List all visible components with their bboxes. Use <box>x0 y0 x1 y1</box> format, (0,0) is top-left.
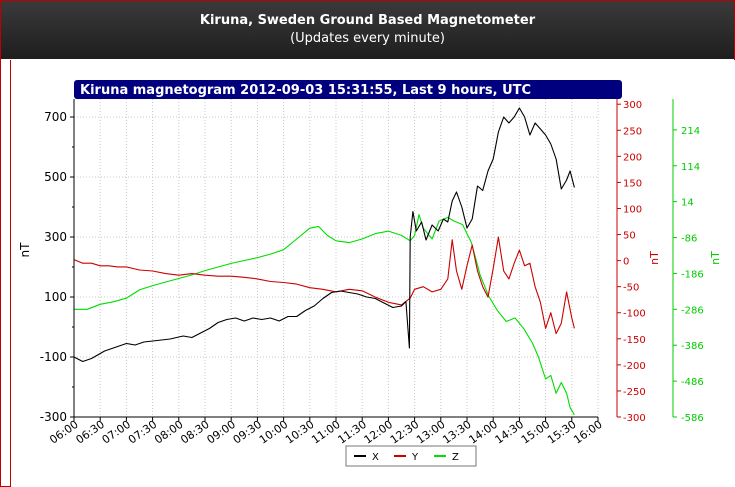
right2-axis-label: nT <box>709 251 722 265</box>
right2-tick-label: 14 <box>681 198 694 209</box>
x-tick-label: 11:00 <box>309 418 342 447</box>
left-tick-label: 700 <box>44 110 67 124</box>
page-subtitle: (Updates every minute) <box>290 31 445 46</box>
right1-tick-label: 150 <box>623 178 642 189</box>
x-tick-label: 14:00 <box>466 418 499 447</box>
left-tick-label: 300 <box>44 230 67 244</box>
x-tick-label: 13:00 <box>414 418 447 447</box>
x-tick-label: 10:30 <box>283 418 316 447</box>
x-tick-label: 07:00 <box>100 418 133 447</box>
x-tick-label: 08:00 <box>152 418 185 447</box>
left-tick-label: 100 <box>44 290 67 304</box>
right1-tick-label: -250 <box>623 387 646 398</box>
x-tick-label: 09:30 <box>231 418 264 447</box>
legend-label-x: X <box>372 452 379 463</box>
x-tick-label: 11:30 <box>335 418 368 447</box>
legend-box <box>345 445 477 467</box>
right1-tick-label: 0 <box>623 257 629 268</box>
x-tick-label: 09:00 <box>204 418 237 447</box>
right2-tick-label: -386 <box>681 341 704 352</box>
right1-tick-label: 200 <box>623 152 642 163</box>
x-tick-label: 15:00 <box>519 418 552 447</box>
right1-axis-label: nT <box>648 251 661 265</box>
page-header: Kiruna, Sweden Ground Based Magnetometer… <box>1 1 734 59</box>
right2-tick-label: -486 <box>681 377 704 388</box>
right2-tick-label: -86 <box>681 234 697 245</box>
right2-tick-label: -286 <box>681 305 704 316</box>
right1-tick-label: 100 <box>623 204 642 215</box>
chart-title: Kiruna magnetogram 2012-09-03 15:31:55, … <box>80 83 531 98</box>
right1-tick-label: 50 <box>623 231 636 242</box>
series-y-line <box>73 236 575 335</box>
x-tick-label: 12:30 <box>388 418 421 447</box>
right1-tick-label: 250 <box>623 126 642 137</box>
legend-label-y: Y <box>411 452 419 463</box>
page-title: Kiruna, Sweden Ground Based Magnetometer <box>199 13 536 28</box>
right2-tick-label: 114 <box>681 162 700 173</box>
x-tick-label: 06:30 <box>73 418 106 447</box>
right1-tick-label: -200 <box>623 361 646 372</box>
x-tick-label: 12:00 <box>362 418 395 447</box>
chart-title-bar <box>74 80 622 99</box>
right2-tick-label: 214 <box>681 126 700 137</box>
right1-tick-label: -150 <box>623 335 646 346</box>
x-tick-label: 14:30 <box>493 418 526 447</box>
series-group <box>73 107 575 416</box>
right1-tick-label: -100 <box>623 309 646 320</box>
right1-tick-label: -50 <box>623 283 639 294</box>
series-z-line <box>74 214 575 416</box>
right1-tick-label: -300 <box>623 413 646 424</box>
left-axis-label: nT <box>18 242 32 258</box>
series-x-line <box>73 107 575 363</box>
left-tick-label: -100 <box>40 350 67 364</box>
x-tick-label: 15:30 <box>545 418 578 447</box>
legend: X Y Z <box>345 445 477 467</box>
x-tick-label: 07:30 <box>126 418 159 447</box>
right2-tick-label: -186 <box>681 269 704 280</box>
right2-tick-label: -586 <box>681 413 704 424</box>
x-tick-label: 10:00 <box>257 418 290 447</box>
left-tick-label: -300 <box>40 410 67 424</box>
legend-label-z: Z <box>452 452 459 463</box>
right1-tick-label: 300 <box>623 100 642 111</box>
x-tick-label: 13:30 <box>440 418 473 447</box>
left-tick-label: 500 <box>44 170 67 184</box>
x-tick-label: 08:30 <box>178 418 211 447</box>
x-tick-label: 16:00 <box>571 418 604 447</box>
